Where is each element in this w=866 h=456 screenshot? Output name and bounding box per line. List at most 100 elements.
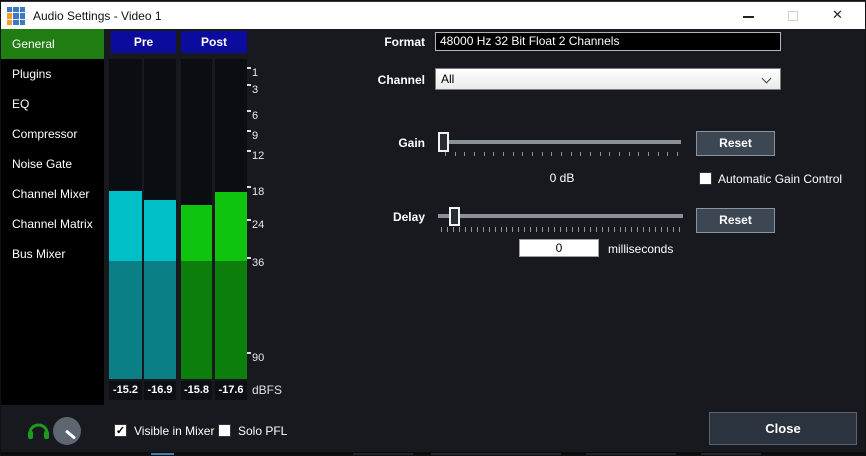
- slider-tick: [522, 152, 524, 156]
- chevron-down-icon: [761, 73, 772, 84]
- vmix-grid-cell: [19, 13, 25, 19]
- pre-meter-header[interactable]: Pre: [111, 31, 176, 53]
- slider-tick: [476, 227, 478, 232]
- slider-tick: [679, 227, 680, 232]
- automatic-gain-control-checkbox[interactable]: [699, 172, 712, 185]
- solo-pfl-label: Solo PFL: [238, 424, 288, 438]
- slider-tick: [667, 227, 669, 232]
- vmix-grid-cell: [7, 13, 13, 19]
- slider-tick: [506, 227, 508, 232]
- volume-knob[interactable]: [53, 417, 81, 445]
- automatic-gain-control-label: Automatic Gain Control: [718, 172, 843, 186]
- sidebar-item-general[interactable]: General: [1, 29, 104, 59]
- delay-reset-button[interactable]: Reset: [696, 208, 775, 233]
- slider-tick: [524, 227, 526, 232]
- knob-indicator-icon: [64, 429, 77, 440]
- meter-level-dark: [215, 261, 247, 379]
- sidebar-item-channel-mixer[interactable]: Channel Mixer: [12, 187, 90, 201]
- background-fragment: [701, 453, 761, 455]
- slider-tick: [661, 227, 663, 232]
- slider-tick: [503, 152, 504, 156]
- slider-tick: [589, 227, 591, 232]
- slider-tick: [483, 152, 485, 156]
- delay-milliseconds-input[interactable]: 0: [519, 239, 599, 257]
- close-button[interactable]: Close: [709, 412, 857, 445]
- scale-tick-mark: [247, 110, 251, 112]
- delay-label: Delay: [392, 210, 425, 224]
- slider-tick: [625, 227, 627, 232]
- visible-in-mixer-label: Visible in Mixer: [134, 424, 215, 438]
- slider-tick: [577, 227, 579, 232]
- slider-tick: [595, 227, 597, 232]
- slider-tick: [512, 152, 514, 156]
- slider-tick: [551, 152, 553, 156]
- slider-tick: [446, 227, 448, 232]
- gain-label: Gain: [398, 136, 425, 150]
- slider-tick: [628, 152, 630, 156]
- post-meter-readout: -15.8: [181, 381, 212, 400]
- sidebar-item-eq[interactable]: EQ: [12, 97, 30, 111]
- pre-meter-readout: -16.9: [144, 381, 176, 400]
- slider-tick: [500, 227, 502, 232]
- scale-tick-label: 12: [252, 150, 265, 162]
- slider-tick: [619, 152, 620, 156]
- slider-tick: [554, 227, 556, 232]
- slider-tick: [677, 152, 678, 156]
- slider-tick: [655, 227, 657, 232]
- slider-tick: [445, 152, 446, 156]
- gain-slider-thumb[interactable]: [438, 132, 449, 152]
- slider-tick: [667, 152, 669, 156]
- slider-tick: [599, 152, 601, 156]
- scale-tick-mark: [247, 67, 251, 69]
- scale-tick-mark: [247, 257, 251, 259]
- sidebar-item-noise-gate[interactable]: Noise Gate: [12, 157, 73, 171]
- slider-tick: [638, 152, 640, 156]
- gain-value-label: 0 dB: [549, 171, 575, 185]
- slider-tick: [441, 227, 442, 232]
- sidebar-item-bus-mixer[interactable]: Bus Mixer: [12, 247, 66, 261]
- post-meter-bar: [215, 59, 247, 379]
- close-icon: ✕: [832, 7, 843, 22]
- delay-slider-thumb[interactable]: [448, 207, 460, 226]
- slider-tick: [518, 227, 520, 232]
- gain-slider[interactable]: [443, 140, 681, 144]
- scale-tick-label: 9: [252, 130, 259, 142]
- delay-slider[interactable]: [438, 214, 683, 218]
- slider-tick: [565, 227, 567, 232]
- slider-tick: [470, 227, 472, 232]
- channel-selected-value: All: [441, 72, 455, 86]
- gain-reset-button[interactable]: Reset: [696, 131, 775, 156]
- close-window-button[interactable]: ✕: [823, 2, 857, 30]
- maximize-button[interactable]: [776, 2, 810, 30]
- minimize-button[interactable]: [731, 2, 765, 30]
- slider-tick: [648, 152, 649, 156]
- vmix-grid-cell: [7, 19, 13, 25]
- sidebar-item-plugins[interactable]: Plugins: [12, 67, 52, 81]
- channel-select[interactable]: All: [435, 68, 781, 90]
- solo-pfl-checkbox[interactable]: [218, 424, 231, 437]
- slider-tick: [590, 152, 591, 156]
- scale-tick-label: 3: [252, 84, 259, 96]
- title-bar: Audio Settings - Video 1 ✕: [1, 1, 865, 29]
- format-field[interactable]: 48000 Hz 32 Bit Float 2 Channels: [435, 32, 781, 51]
- visible-in-mixer-checkbox[interactable]: ✓: [114, 424, 127, 437]
- scale-tick-label: 6: [252, 110, 259, 122]
- post-meter-bar: [181, 59, 212, 379]
- vmix-grid-cell: [13, 7, 19, 13]
- background-fragment: [151, 453, 174, 455]
- slider-tick: [530, 227, 532, 232]
- vmix-grid-cell: [19, 19, 25, 25]
- slider-tick: [474, 152, 475, 156]
- background-fragment: [586, 453, 676, 455]
- slider-tick: [571, 227, 573, 232]
- scale-tick-mark: [247, 186, 251, 188]
- slider-tick: [494, 227, 496, 232]
- post-meter-header[interactable]: Post: [181, 31, 247, 53]
- slider-tick: [560, 227, 561, 232]
- sidebar-item-compressor[interactable]: Compressor: [12, 127, 78, 141]
- meter-level-bright: [144, 200, 176, 261]
- sidebar-item-channel-matrix[interactable]: Channel Matrix: [12, 217, 93, 231]
- slider-tick: [607, 227, 609, 232]
- headphones-icon[interactable]: [27, 420, 50, 440]
